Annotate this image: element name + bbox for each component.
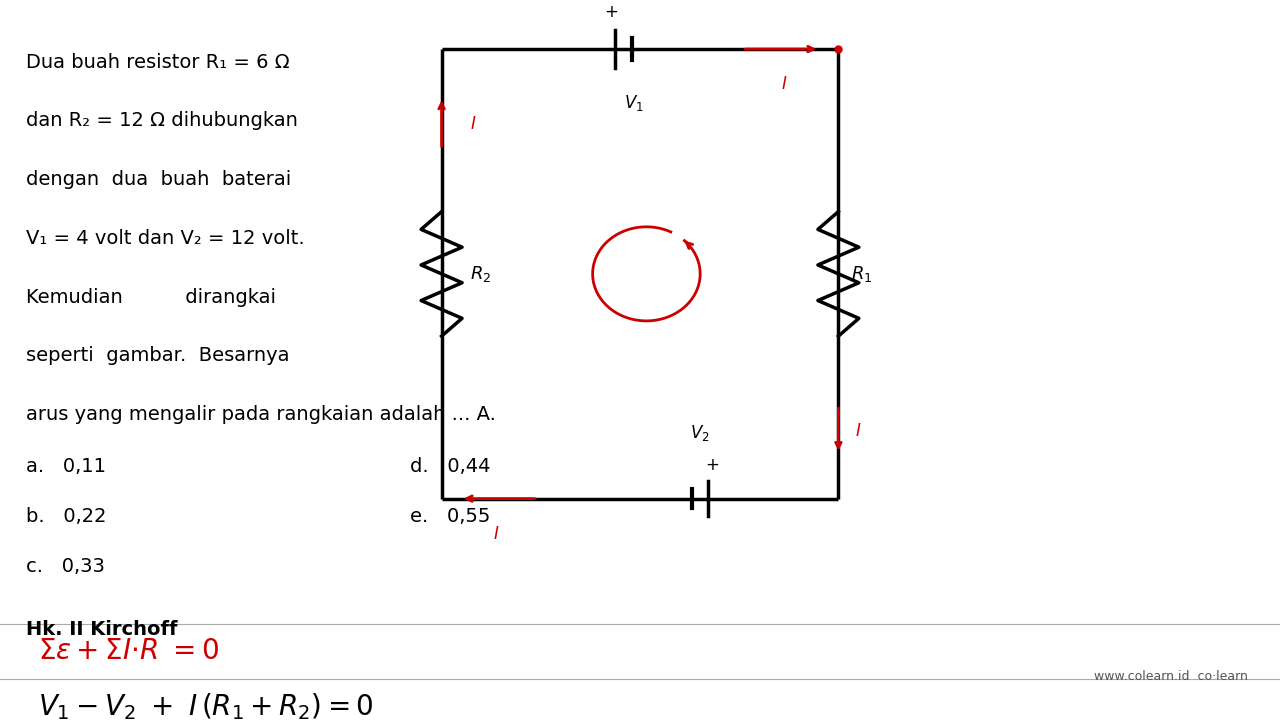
Text: seperti  gambar.  Besarnya: seperti gambar. Besarnya	[26, 346, 289, 366]
Text: e.   0,55: e. 0,55	[410, 507, 490, 526]
Text: +: +	[604, 4, 618, 22]
Text: $R_1$: $R_1$	[851, 264, 873, 284]
Text: dan R₂ = 12 Ω dihubungkan: dan R₂ = 12 Ω dihubungkan	[26, 112, 297, 130]
Text: www.colearn.id  co·learn: www.colearn.id co·learn	[1094, 670, 1248, 683]
Text: a.   0,11: a. 0,11	[26, 457, 105, 476]
Text: arus yang mengalir pada rangkaian adalah ... A.: arus yang mengalir pada rangkaian adalah…	[26, 405, 495, 424]
Text: $V_2$: $V_2$	[690, 423, 710, 444]
Text: $I$: $I$	[781, 76, 788, 94]
Text: Dua buah resistor R₁ = 6 Ω: Dua buah resistor R₁ = 6 Ω	[26, 53, 289, 71]
Text: b.   0,22: b. 0,22	[26, 507, 106, 526]
Text: Hk. II Kirchoff: Hk. II Kirchoff	[26, 621, 177, 639]
Text: $\Sigma\varepsilon + \Sigma I{\cdot}R\ =0$: $\Sigma\varepsilon + \Sigma I{\cdot}R\ =…	[38, 637, 220, 665]
Text: $I$: $I$	[470, 114, 476, 132]
Text: dengan  dua  buah  baterai: dengan dua buah baterai	[26, 170, 291, 189]
Text: $V_1$: $V_1$	[623, 93, 644, 112]
Text: $V_1 - V_2\ +\ I\,(R_1+R_2)=0$: $V_1 - V_2\ +\ I\,(R_1+R_2)=0$	[38, 691, 374, 720]
Text: $I$: $I$	[855, 422, 861, 440]
Text: $I$: $I$	[493, 525, 500, 543]
Text: V₁ = 4 volt dan V₂ = 12 volt.: V₁ = 4 volt dan V₂ = 12 volt.	[26, 229, 305, 248]
Text: d.   0,44: d. 0,44	[410, 457, 490, 476]
Text: +: +	[705, 456, 719, 474]
Text: $R_2$: $R_2$	[470, 264, 492, 284]
Text: c.   0,33: c. 0,33	[26, 557, 105, 576]
Text: Kemudian          dirangkai: Kemudian dirangkai	[26, 288, 275, 307]
